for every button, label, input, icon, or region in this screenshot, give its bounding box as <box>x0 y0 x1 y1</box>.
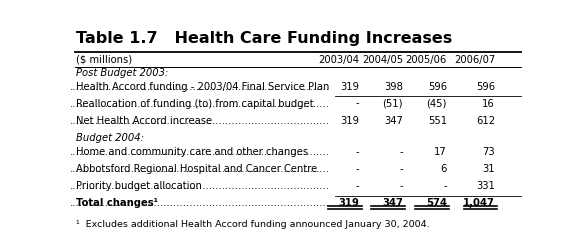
Text: ................................................................................: ........................................… <box>70 164 330 174</box>
Text: 16: 16 <box>483 99 495 109</box>
Text: 574: 574 <box>426 198 447 208</box>
Text: -: - <box>356 164 359 174</box>
Text: 17: 17 <box>434 147 447 157</box>
Text: -: - <box>399 164 403 174</box>
Text: 1,047: 1,047 <box>463 198 495 208</box>
Text: 2006/07: 2006/07 <box>454 55 495 65</box>
Text: ................................................................................: ........................................… <box>70 181 330 191</box>
Text: -: - <box>356 147 359 157</box>
Text: 2005/06: 2005/06 <box>405 55 447 65</box>
Text: -: - <box>443 181 447 191</box>
Text: -: - <box>356 99 359 109</box>
Text: (45): (45) <box>426 99 447 109</box>
Text: ($ millions): ($ millions) <box>76 55 132 65</box>
Text: ................................................................................: ........................................… <box>70 198 330 208</box>
Text: 319: 319 <box>340 116 359 126</box>
Text: 551: 551 <box>428 116 447 126</box>
Text: ¹  Excludes additional Health Accord funding announced January 30, 2004.: ¹ Excludes additional Health Accord fund… <box>76 220 430 229</box>
Text: 596: 596 <box>428 81 447 92</box>
Text: ................................................................................: ........................................… <box>70 116 330 126</box>
Text: Abbotsford Regional Hospital and Cancer Centre: Abbotsford Regional Hospital and Cancer … <box>76 164 317 174</box>
Text: Table 1.7   Health Care Funding Increases: Table 1.7 Health Care Funding Increases <box>76 31 452 46</box>
Text: 319: 319 <box>340 81 359 92</box>
Text: Priority budget allocation: Priority budget allocation <box>76 181 202 191</box>
Text: Reallocation of funding (to) from capital budget: Reallocation of funding (to) from capita… <box>76 99 314 109</box>
Text: 347: 347 <box>382 198 403 208</box>
Text: Net Health Accord increase: Net Health Accord increase <box>76 116 212 126</box>
Text: 2004/05: 2004/05 <box>362 55 403 65</box>
Text: (51): (51) <box>382 99 403 109</box>
Text: Budget 2004:: Budget 2004: <box>76 133 144 143</box>
Text: -: - <box>356 181 359 191</box>
Text: 319: 319 <box>338 198 359 208</box>
Text: 596: 596 <box>476 81 495 92</box>
Text: 347: 347 <box>384 116 403 126</box>
Text: -: - <box>399 147 403 157</box>
Text: ................................................................................: ........................................… <box>70 81 330 92</box>
Text: ................................................................................: ........................................… <box>70 99 330 109</box>
Text: Post Budget 2003:: Post Budget 2003: <box>76 67 168 78</box>
Text: 31: 31 <box>483 164 495 174</box>
Text: ................................................................................: ........................................… <box>70 147 330 157</box>
Text: 73: 73 <box>483 147 495 157</box>
Text: 398: 398 <box>384 81 403 92</box>
Text: 2003/04: 2003/04 <box>318 55 359 65</box>
Text: 6: 6 <box>441 164 447 174</box>
Text: Total changes¹: Total changes¹ <box>76 198 158 208</box>
Text: -: - <box>399 181 403 191</box>
Text: Health Accord funding - 2003/04 Final Service Plan: Health Accord funding - 2003/04 Final Se… <box>76 81 329 92</box>
Text: 612: 612 <box>476 116 495 126</box>
Text: 331: 331 <box>476 181 495 191</box>
Text: Home and community care and other changes: Home and community care and other change… <box>76 147 308 157</box>
